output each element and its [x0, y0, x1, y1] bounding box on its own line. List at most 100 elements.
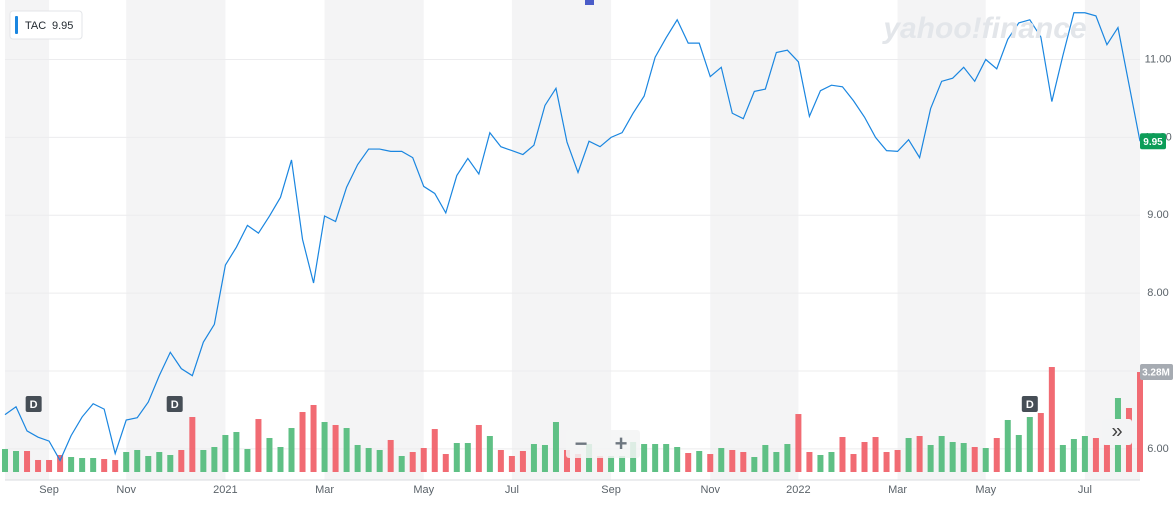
volume-bar: [266, 438, 273, 472]
volume-bar: [938, 435, 945, 472]
volume-bar: [674, 447, 681, 472]
y-tick-label: 6.00: [1147, 443, 1168, 455]
volume-bar: [145, 455, 152, 472]
expand-button[interactable]: »: [1111, 420, 1122, 442]
volume-bar: [817, 454, 824, 472]
volume-bar: [233, 432, 240, 472]
volume-bar: [475, 424, 482, 472]
volume-bar: [1070, 439, 1077, 472]
volume-bar: [497, 449, 504, 472]
x-tick-label: May: [975, 484, 996, 496]
volume-bar: [101, 459, 108, 472]
volume-bar: [1092, 438, 1099, 472]
x-tick-label: Mar: [888, 484, 907, 496]
volume-bar: [46, 459, 53, 472]
volume-bar: [608, 455, 615, 472]
zoom-out[interactable]: −: [575, 431, 588, 456]
x-tick-label: Jul: [505, 484, 519, 496]
expand-button-box[interactable]: [1102, 419, 1132, 445]
volume-bar: [464, 443, 471, 472]
volume-tag: [1140, 364, 1173, 381]
volume-bar: [486, 435, 493, 472]
month-band: [511, 0, 612, 480]
volume-bar: [1103, 442, 1110, 472]
volume-bar: [806, 452, 813, 472]
volume-tag-label: 3.28M: [1142, 368, 1170, 379]
volume-bar: [762, 444, 769, 472]
zoom-in[interactable]: +: [615, 431, 628, 456]
volume-bar: [167, 454, 174, 472]
volume-bar: [57, 454, 64, 472]
volume-bar: [530, 444, 537, 472]
volume-bar: [641, 444, 648, 472]
volume-bar: [949, 442, 956, 472]
price-line: [4, 12, 1141, 462]
volume-bar: [365, 448, 372, 472]
x-tick-label: 2021: [213, 484, 237, 496]
volume-bar: [652, 444, 659, 472]
volume-bar: [156, 452, 163, 472]
y-tick-label: 8.00: [1147, 287, 1168, 299]
last-price-tag: [1140, 133, 1166, 150]
y-tick-label: 9.00: [1147, 209, 1168, 221]
volume-bar: [960, 443, 967, 472]
volume-bar: [321, 422, 328, 472]
volume-bar: [387, 439, 394, 472]
volume-bar: [850, 454, 857, 472]
month-band: [1084, 0, 1140, 480]
volume-bar: [222, 434, 229, 472]
volume-bar: [211, 447, 218, 472]
x-tick-label: Nov: [116, 484, 136, 496]
volume-bar: [1081, 435, 1088, 472]
zoom-controls: − +: [566, 430, 640, 458]
legend-swatch: [15, 16, 18, 34]
dividend-label: D: [30, 399, 38, 411]
volume-bar: [619, 455, 626, 472]
volume-bar: [1026, 417, 1033, 472]
x-tick-label: May: [413, 484, 434, 496]
x-tick-label: Jul: [1078, 484, 1092, 496]
volume-bar: [310, 404, 317, 472]
y-tick-label: 11.00: [1145, 53, 1172, 65]
volume-bar: [740, 452, 747, 472]
volume-bar: [376, 449, 383, 472]
dividend-marker: [1021, 396, 1038, 412]
dividend-marker: [166, 396, 183, 412]
volume-bar: [13, 450, 20, 472]
month-band: [324, 0, 424, 480]
volume-bar: [1015, 434, 1022, 472]
volume-bar: [894, 449, 901, 472]
volume-bar: [971, 447, 978, 472]
volume-bar: [409, 452, 416, 472]
volume-bar: [288, 428, 295, 472]
range-handle[interactable]: [585, 0, 594, 5]
volume-bar: [68, 457, 75, 472]
volume-bar: [24, 450, 31, 472]
legend-box: [9, 10, 83, 40]
volume-bar: [35, 459, 42, 472]
volume-bar: [729, 449, 736, 472]
zoom-box: [566, 430, 640, 458]
x-tick-label: Sep: [39, 484, 59, 496]
volume-bar: [718, 448, 725, 472]
volume-bar: [442, 454, 449, 472]
volume-bar: [839, 437, 846, 472]
volume-bar: [993, 438, 1000, 472]
volume-bar: [79, 458, 86, 472]
volume-bar: [541, 444, 548, 472]
x-tick-label: 2022: [786, 484, 810, 496]
volume-bar: [354, 444, 361, 472]
last-price-label: 9.95: [1143, 137, 1163, 148]
volume-bar: [927, 444, 934, 472]
volume-bar: [112, 459, 119, 472]
volume-bar: [255, 419, 262, 472]
volume-bar: [982, 448, 989, 472]
volume-bar: [751, 457, 758, 472]
volume-bar: [597, 455, 604, 472]
volume-bar: [123, 452, 130, 472]
x-tick-label: Nov: [700, 484, 720, 496]
volume-bar: [575, 454, 582, 472]
volume-bar: [90, 458, 97, 472]
